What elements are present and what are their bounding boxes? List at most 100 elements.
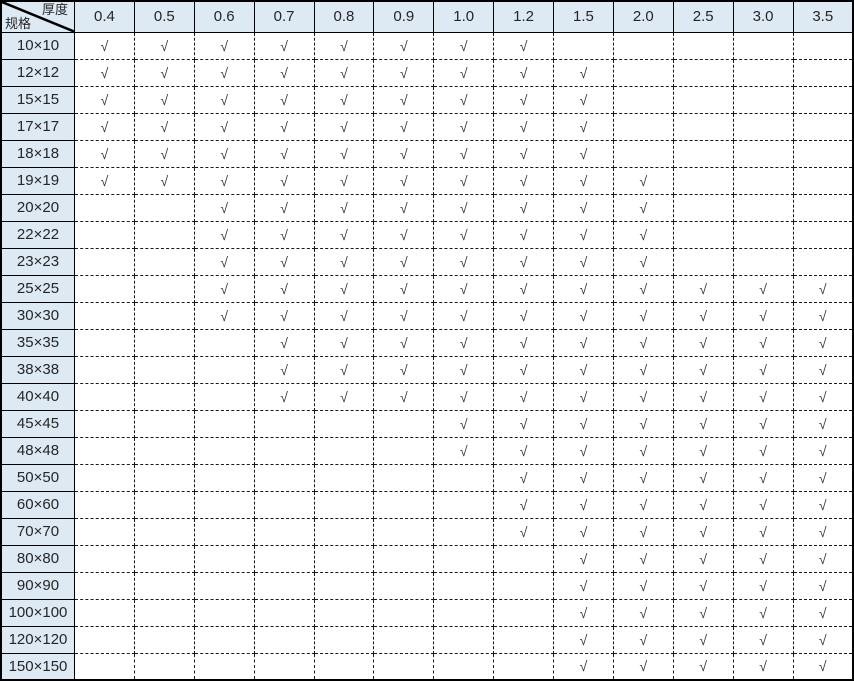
check-mark: √ [699,604,708,621]
check-mark: √ [519,415,528,432]
availability-cell [313,463,375,492]
availability-cell [74,544,135,573]
check-mark: √ [579,118,588,135]
check-mark: √ [639,496,648,513]
thickness-header-cell: 3.0 [732,0,794,33]
availability-cell: √ [732,490,794,519]
availability-cell: √ [612,409,674,438]
check-mark: √ [280,253,288,270]
availability-cell [74,490,135,519]
table-row: 10×10 √ √ √ √ √ √ √ √ [0,31,854,60]
check-mark: √ [639,631,648,648]
table-row: 50×50 √ √ √ √ √ √ [0,463,854,492]
availability-cell: √ [553,598,614,627]
availability-cell: √ [433,85,495,114]
availability-cell: √ [553,652,614,681]
availability-cell: √ [612,328,674,357]
check-mark: √ [759,415,767,432]
availability-cell: √ [553,112,614,141]
availability-cell [253,409,315,438]
availability-cell [253,436,315,465]
availability-cell: √ [732,328,794,357]
check-mark: √ [459,37,468,54]
check-mark: √ [759,496,767,513]
availability-cell: √ [373,31,435,60]
availability-cell: √ [433,328,495,357]
availability-cell [373,409,435,438]
availability-cell: √ [672,652,734,681]
check-mark: √ [459,118,468,135]
availability-cell: √ [313,328,375,357]
check-mark: √ [818,523,827,540]
availability-cell: √ [493,274,554,303]
availability-cell: √ [433,193,495,222]
availability-cell [193,625,255,654]
check-mark: √ [220,253,229,270]
availability-cell: √ [74,85,135,114]
availability-cell: √ [672,463,734,492]
availability-cell: √ [553,355,614,384]
check-mark: √ [399,307,408,324]
check-mark: √ [818,469,827,486]
availability-cell [193,490,255,519]
check-mark: √ [100,37,109,54]
availability-cell [612,139,674,168]
spec-row-header: 19×19 [0,166,75,195]
check-mark: √ [160,37,169,54]
availability-cell: √ [493,220,554,249]
check-mark: √ [340,91,348,108]
availability-cell: √ [732,571,794,600]
check-mark: √ [160,64,169,81]
availability-cell [133,355,195,384]
check-mark: √ [579,550,588,567]
availability-cell: √ [493,382,554,411]
availability-cell: √ [253,328,315,357]
check-mark: √ [519,172,528,189]
availability-cell: √ [553,166,614,195]
availability-cell [193,382,255,411]
check-mark: √ [639,280,648,297]
check-mark: √ [399,37,408,54]
availability-cell: √ [193,58,255,87]
availability-cell: √ [612,517,674,546]
availability-cell: √ [493,490,554,519]
availability-cell [133,544,195,573]
availability-cell: √ [253,355,315,384]
availability-cell [792,166,854,195]
availability-cell [373,490,435,519]
availability-cell: √ [433,166,495,195]
availability-cell: √ [74,31,135,60]
availability-cell [792,85,854,114]
availability-cell: √ [373,220,435,249]
check-mark: √ [818,334,827,351]
availability-cell: √ [253,193,315,222]
check-mark: √ [818,280,827,297]
availability-cell: √ [792,544,854,573]
availability-cell: √ [313,112,375,141]
availability-cell: √ [553,571,614,600]
check-mark: √ [639,442,648,459]
availability-cell: √ [433,301,495,330]
thickness-header-cell: 0.5 [133,0,195,33]
spec-row-header: 120×120 [0,625,75,654]
check-mark: √ [519,496,528,513]
thickness-header-cell: 0.6 [193,0,255,33]
check-mark: √ [519,388,528,405]
availability-cell: √ [792,382,854,411]
availability-cell: √ [253,166,315,195]
spec-row-header: 48×48 [0,436,75,465]
availability-cell: √ [193,31,255,60]
check-mark: √ [519,145,528,162]
availability-cell: √ [493,247,554,276]
check-mark: √ [519,37,528,54]
availability-cell [373,436,435,465]
availability-cell: √ [732,436,794,465]
availability-cell [493,652,554,681]
availability-cell: √ [133,58,195,87]
check-mark: √ [220,64,229,81]
check-mark: √ [579,334,588,351]
check-mark: √ [699,334,708,351]
check-mark: √ [220,145,229,162]
availability-cell: √ [553,382,614,411]
